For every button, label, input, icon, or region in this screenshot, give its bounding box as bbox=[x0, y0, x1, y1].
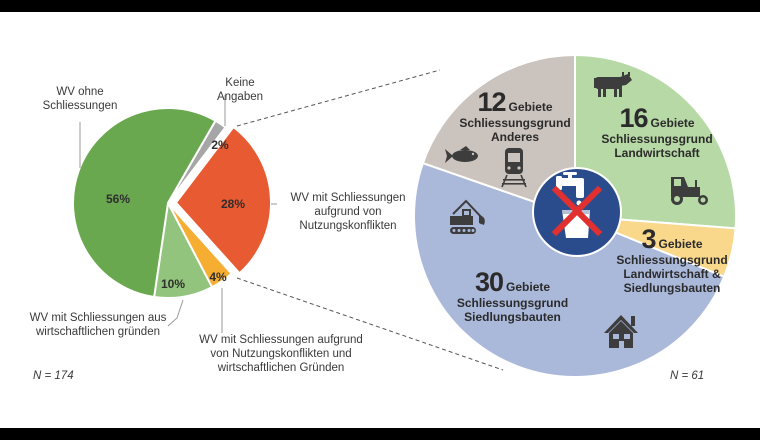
pct-wirtschaft: 10% bbox=[160, 277, 186, 291]
excavator-icon bbox=[450, 199, 485, 234]
segment-anderes: 12 Gebiete Schliessungsgrund Anderes bbox=[459, 87, 571, 144]
label-wirtschaftlich: WV mit Schliessungen aus wirtschaftliche… bbox=[29, 312, 167, 338]
n-right: N = 61 bbox=[670, 370, 705, 382]
pct-nutzung: 28% bbox=[220, 197, 246, 211]
segment-landwirtschaft: 16 Gebiete Schliessungsgrund Landwirtscha… bbox=[601, 103, 713, 160]
leader-lines bbox=[79, 95, 277, 333]
zoom-connector-top bbox=[236, 69, 441, 127]
pie-slice bbox=[421, 53, 576, 218]
house-icon bbox=[604, 315, 638, 348]
fish-icon bbox=[445, 146, 478, 163]
label-keine-angaben: Keine Angaben bbox=[216, 77, 264, 103]
zoom-connector-bottom bbox=[236, 277, 504, 371]
segment-landwirtschaft-siedlung: 3 Gebiete Schliessungsgrund Landwirtschaf… bbox=[616, 224, 728, 295]
no-drinking-water-icon bbox=[532, 167, 622, 257]
left-pie-chart bbox=[72, 107, 272, 299]
pct-beide: 4% bbox=[209, 270, 227, 284]
cow-icon bbox=[594, 72, 632, 97]
label-nutzungskonflikte: WV mit Schliessungen aufgrund von Nutzun… bbox=[290, 192, 406, 232]
n-left: N = 174 bbox=[33, 370, 74, 382]
pie-slice bbox=[72, 107, 217, 299]
pie-charts bbox=[72, 53, 737, 378]
pct-ohne: 56% bbox=[105, 192, 131, 206]
pct-keine: 2% bbox=[211, 138, 229, 152]
icons bbox=[445, 72, 708, 348]
pie-slice bbox=[413, 161, 726, 378]
tractor-icon bbox=[671, 177, 708, 205]
segment-siedlungsbauten: 30 Gebiete Schliessungsgrund Siedlungsbau… bbox=[456, 267, 569, 324]
pie-slice bbox=[174, 125, 272, 275]
label-nutzung-und-wirtschaft: WV mit Schliessungen aufgrund von Nutzun… bbox=[199, 334, 363, 374]
figure: WV ohne Schliessungen Keine Angaben WV m… bbox=[0, 12, 760, 428]
label-ohne-schliessungen: WV ohne Schliessungen bbox=[42, 86, 118, 112]
train-icon bbox=[501, 148, 527, 188]
